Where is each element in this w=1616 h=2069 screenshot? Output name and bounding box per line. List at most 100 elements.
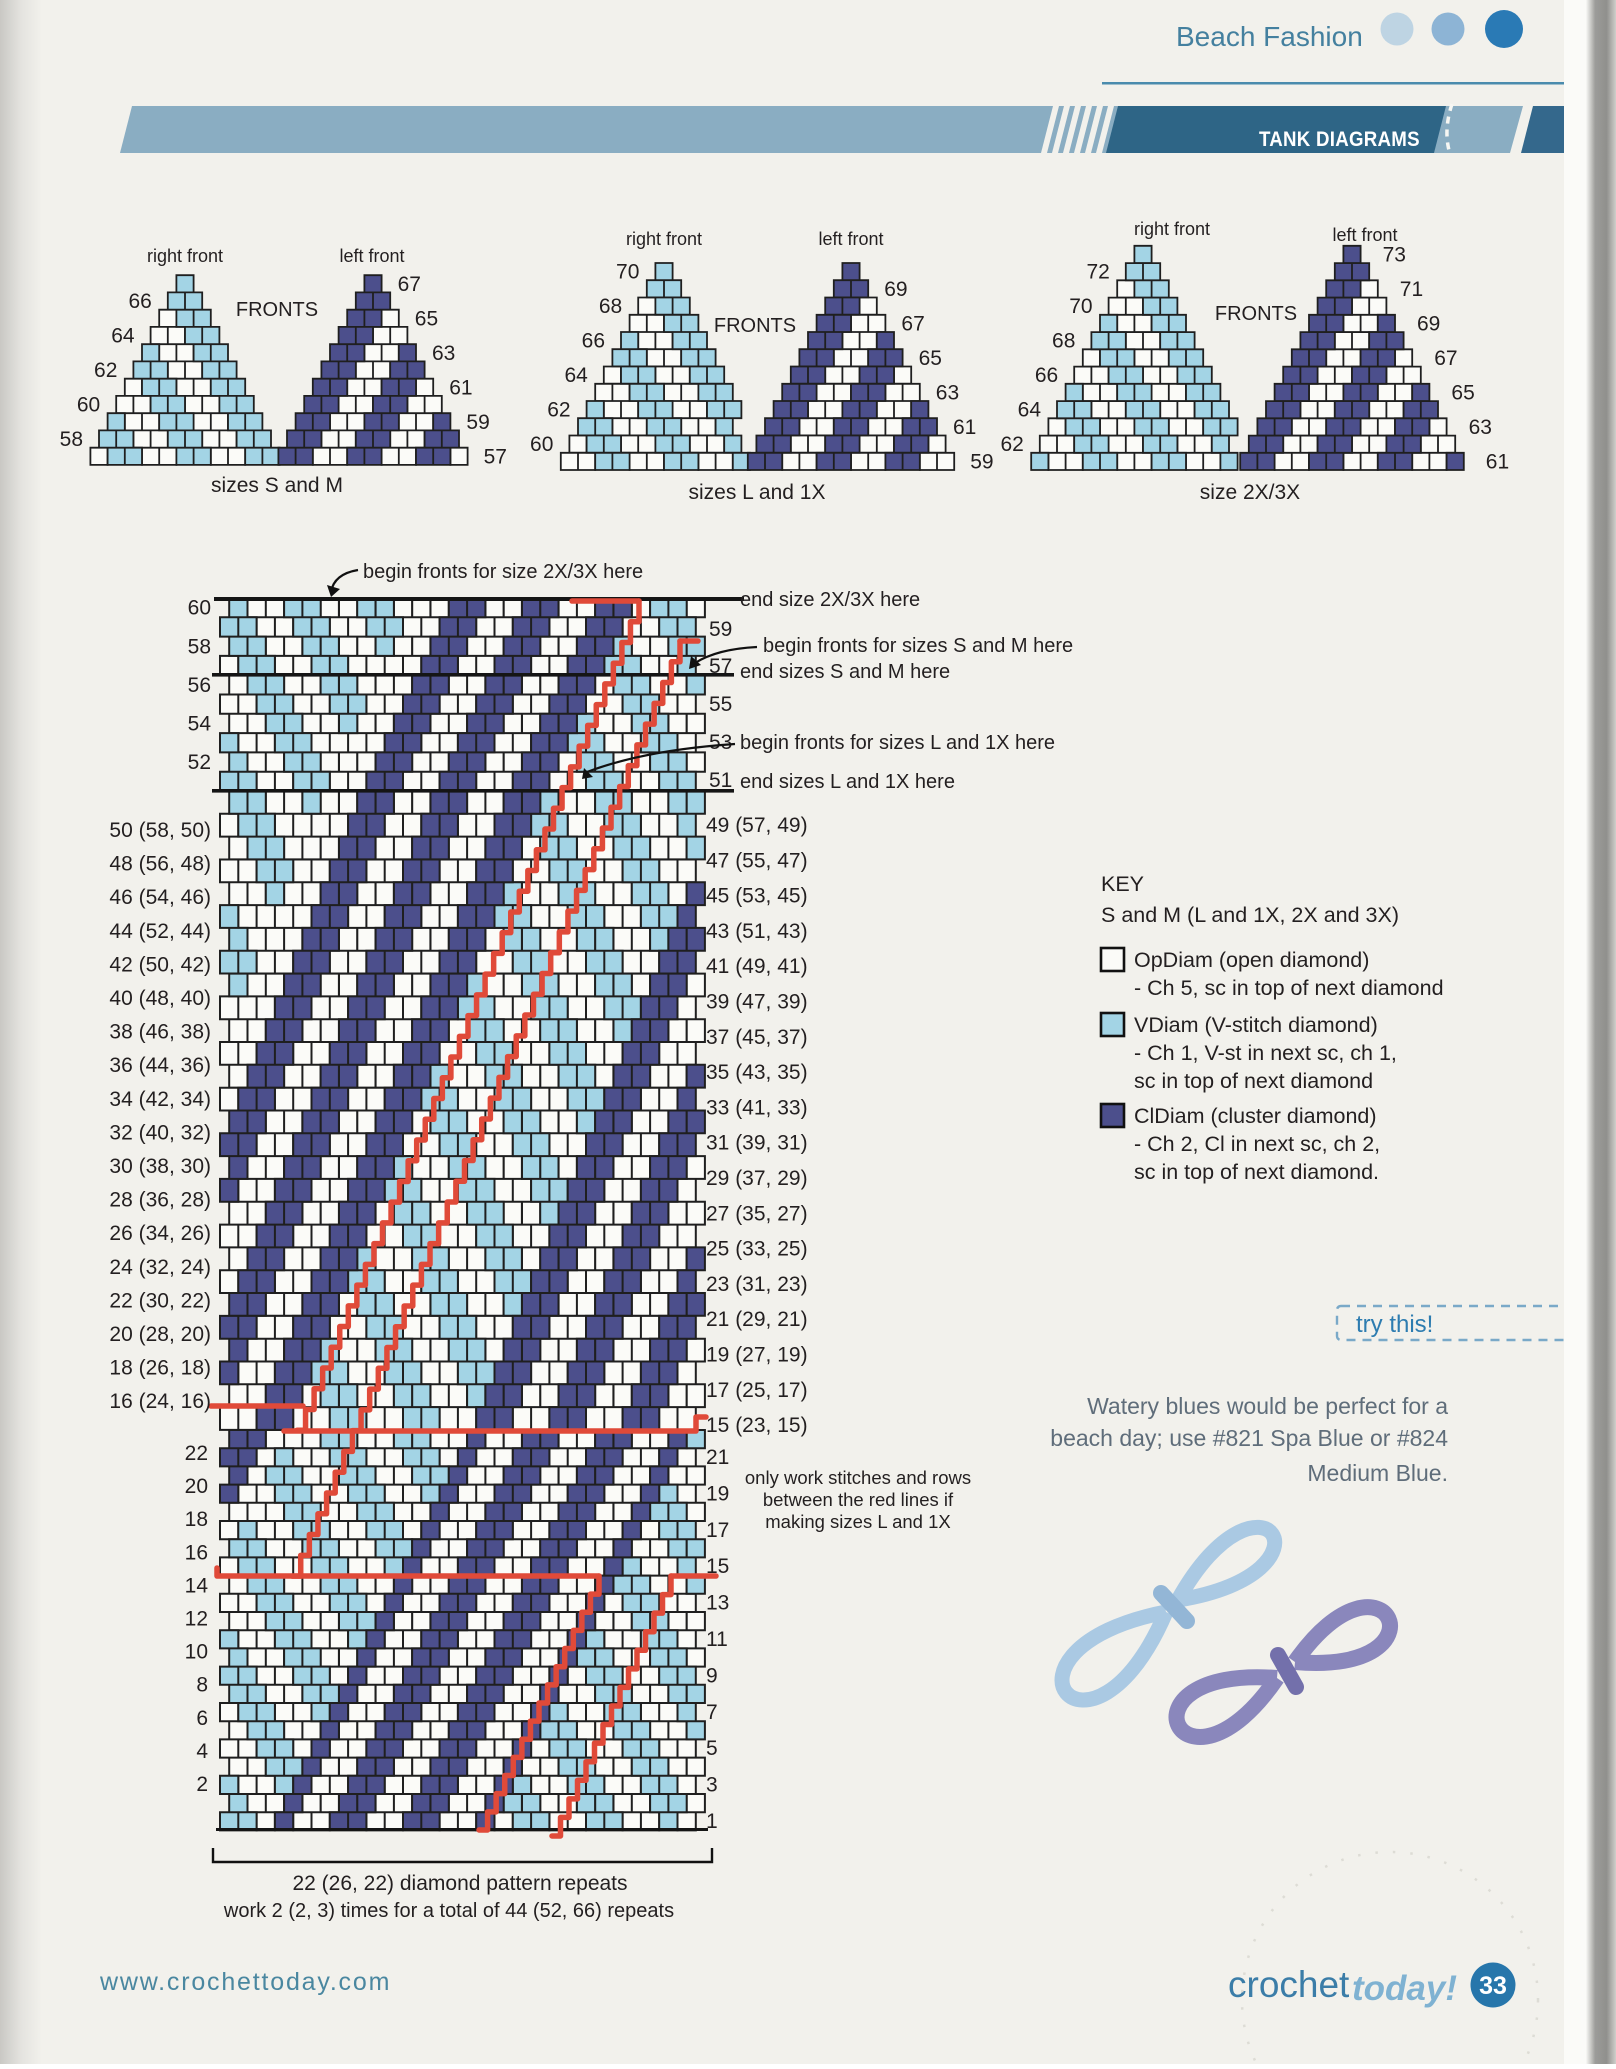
svg-text:S and M (L and 1X, 2X and 3X): S and M (L and 1X, 2X and 3X) bbox=[1101, 903, 1399, 927]
svg-text:45 (53, 45): 45 (53, 45) bbox=[706, 885, 808, 908]
svg-text:21 (29, 21): 21 (29, 21) bbox=[706, 1308, 808, 1331]
svg-text:65: 65 bbox=[919, 347, 942, 370]
svg-text:17: 17 bbox=[706, 1519, 729, 1542]
svg-text:57: 57 bbox=[484, 445, 507, 468]
svg-text:61: 61 bbox=[953, 416, 976, 439]
svg-text:61: 61 bbox=[449, 376, 472, 399]
svg-text:24 (32, 24): 24 (32, 24) bbox=[109, 1256, 211, 1279]
svg-text:begin fronts for sizes S and M: begin fronts for sizes S and M here bbox=[763, 635, 1073, 657]
svg-text:73: 73 bbox=[1383, 243, 1406, 266]
svg-text:TANK DIAGRAMS: TANK DIAGRAMS bbox=[1259, 128, 1420, 151]
svg-text:33: 33 bbox=[1479, 1972, 1507, 2000]
svg-text:37 (45, 37): 37 (45, 37) bbox=[706, 1026, 808, 1049]
svg-text:63: 63 bbox=[432, 342, 455, 365]
svg-text:8: 8 bbox=[196, 1674, 208, 1697]
svg-text:19 (27, 19): 19 (27, 19) bbox=[706, 1344, 808, 1367]
svg-text:sizes L and 1X: sizes L and 1X bbox=[689, 481, 826, 504]
svg-text:35 (43, 35): 35 (43, 35) bbox=[706, 1061, 808, 1084]
svg-text:OpDiam (open diamond): OpDiam (open diamond) bbox=[1134, 948, 1369, 972]
svg-text:Watery blues would be perfect: Watery blues would be perfect for a bbox=[1087, 1393, 1448, 1419]
svg-text:FRONTS: FRONTS bbox=[714, 315, 796, 337]
svg-text:18: 18 bbox=[185, 1508, 208, 1531]
svg-text:26 (34, 26): 26 (34, 26) bbox=[109, 1222, 211, 1245]
svg-text:51: 51 bbox=[709, 769, 732, 792]
svg-text:KEY: KEY bbox=[1101, 872, 1144, 896]
svg-text:58: 58 bbox=[60, 428, 83, 451]
svg-text:work 2 (2, 3) times for a tota: work 2 (2, 3) times for a total of 44 (5… bbox=[223, 1900, 674, 1922]
svg-text:30 (38, 30): 30 (38, 30) bbox=[109, 1155, 211, 1178]
svg-text:61: 61 bbox=[1486, 450, 1509, 473]
svg-text:64: 64 bbox=[564, 364, 588, 387]
svg-text:beach day; use #821 Spa Blue o: beach day; use #821 Spa Blue or #824 bbox=[1050, 1425, 1448, 1451]
svg-text:13: 13 bbox=[706, 1592, 729, 1615]
svg-text:41 (49, 41): 41 (49, 41) bbox=[706, 955, 808, 978]
svg-text:Beach Fashion: Beach Fashion bbox=[1176, 21, 1363, 52]
svg-text:14: 14 bbox=[185, 1574, 209, 1597]
svg-text:Medium Blue.: Medium Blue. bbox=[1307, 1460, 1448, 1486]
svg-text:2: 2 bbox=[196, 1773, 208, 1796]
svg-text:22: 22 bbox=[185, 1442, 208, 1465]
svg-text:20: 20 bbox=[185, 1475, 208, 1498]
svg-text:12: 12 bbox=[185, 1608, 208, 1631]
svg-text:end size 2X/3X here: end size 2X/3X here bbox=[740, 589, 920, 611]
svg-text:34 (42, 34): 34 (42, 34) bbox=[109, 1088, 211, 1111]
svg-text:57: 57 bbox=[709, 655, 732, 678]
svg-text:22 (30, 22): 22 (30, 22) bbox=[109, 1289, 211, 1312]
svg-text:left front: left front bbox=[339, 246, 404, 266]
svg-text:70: 70 bbox=[616, 261, 639, 284]
svg-text:left front: left front bbox=[818, 229, 883, 249]
svg-text:20 (28, 20): 20 (28, 20) bbox=[109, 1323, 211, 1346]
svg-text:try this!: try this! bbox=[1356, 1311, 1433, 1338]
svg-text:1: 1 bbox=[706, 1810, 718, 1833]
svg-text:15: 15 bbox=[706, 1555, 729, 1578]
svg-text:- Ch 1, V-st in next sc, ch 1,: - Ch 1, V-st in next sc, ch 1, bbox=[1134, 1041, 1397, 1065]
svg-text:65: 65 bbox=[1451, 381, 1474, 404]
svg-text:7: 7 bbox=[706, 1701, 718, 1724]
svg-text:FRONTS: FRONTS bbox=[1215, 303, 1297, 325]
svg-text:27 (35, 27): 27 (35, 27) bbox=[706, 1202, 808, 1225]
svg-text:10: 10 bbox=[185, 1641, 208, 1664]
svg-text:17 (25, 17): 17 (25, 17) bbox=[706, 1379, 808, 1402]
svg-text:36 (44, 36): 36 (44, 36) bbox=[109, 1054, 211, 1077]
svg-text:64: 64 bbox=[111, 325, 135, 348]
svg-text:16: 16 bbox=[185, 1541, 208, 1564]
svg-text:- Ch 5, sc in top of next diam: - Ch 5, sc in top of next diamond bbox=[1134, 976, 1444, 1000]
svg-text:44 (52, 44): 44 (52, 44) bbox=[109, 920, 211, 943]
svg-text:60: 60 bbox=[77, 394, 100, 417]
svg-text:29 (37, 29): 29 (37, 29) bbox=[706, 1167, 808, 1190]
svg-text:66: 66 bbox=[582, 330, 605, 353]
svg-text:22 (26, 22) diamond pattern r: 22 (26, 22) diamond pattern repeats bbox=[292, 1872, 627, 1895]
svg-text:end sizes L and 1X here: end sizes L and 1X here bbox=[740, 771, 955, 793]
svg-text:www.crochettoday.com: www.crochettoday.com bbox=[99, 1968, 391, 1996]
svg-text:33 (41, 33): 33 (41, 33) bbox=[706, 1096, 808, 1119]
svg-text:today!: today! bbox=[1352, 1969, 1457, 2008]
svg-text:right front: right front bbox=[147, 246, 223, 266]
svg-text:6: 6 bbox=[196, 1707, 208, 1730]
svg-text:38 (46, 38): 38 (46, 38) bbox=[109, 1021, 211, 1044]
svg-text:25 (33, 25): 25 (33, 25) bbox=[706, 1238, 808, 1261]
svg-text:56: 56 bbox=[188, 674, 211, 697]
svg-text:63: 63 bbox=[1469, 416, 1492, 439]
svg-text:4: 4 bbox=[196, 1740, 208, 1763]
svg-text:15 (23, 15): 15 (23, 15) bbox=[706, 1414, 808, 1437]
svg-text:11: 11 bbox=[706, 1628, 728, 1651]
svg-text:58: 58 bbox=[188, 635, 211, 658]
svg-text:FRONTS: FRONTS bbox=[236, 299, 318, 321]
svg-text:9: 9 bbox=[706, 1664, 718, 1687]
svg-text:31 (39, 31): 31 (39, 31) bbox=[706, 1132, 808, 1155]
svg-text:69: 69 bbox=[1417, 312, 1440, 335]
svg-text:62: 62 bbox=[94, 359, 117, 382]
svg-text:65: 65 bbox=[415, 307, 438, 330]
svg-text:begin fronts for sizes L and 1: begin fronts for sizes L and 1X here bbox=[740, 732, 1055, 754]
svg-text:only work stitches and rows: only work stitches and rows bbox=[745, 1467, 971, 1488]
svg-text:39 (47, 39): 39 (47, 39) bbox=[706, 991, 808, 1014]
svg-text:28 (36, 28): 28 (36, 28) bbox=[109, 1189, 211, 1212]
svg-text:50 (58, 50): 50 (58, 50) bbox=[109, 819, 211, 842]
svg-text:begin fronts for size 2X/3X he: begin fronts for size 2X/3X here bbox=[363, 561, 643, 583]
svg-text:46 (54, 46): 46 (54, 46) bbox=[109, 886, 211, 909]
svg-text:sc in top of next diamond.: sc in top of next diamond. bbox=[1134, 1160, 1379, 1184]
svg-text:- Ch 2, Cl in next sc, ch 2,: - Ch 2, Cl in next sc, ch 2, bbox=[1134, 1132, 1380, 1156]
svg-text:end sizes S and M here: end sizes S and M here bbox=[740, 661, 950, 683]
svg-text:71: 71 bbox=[1400, 278, 1423, 301]
svg-text:69: 69 bbox=[884, 278, 907, 301]
